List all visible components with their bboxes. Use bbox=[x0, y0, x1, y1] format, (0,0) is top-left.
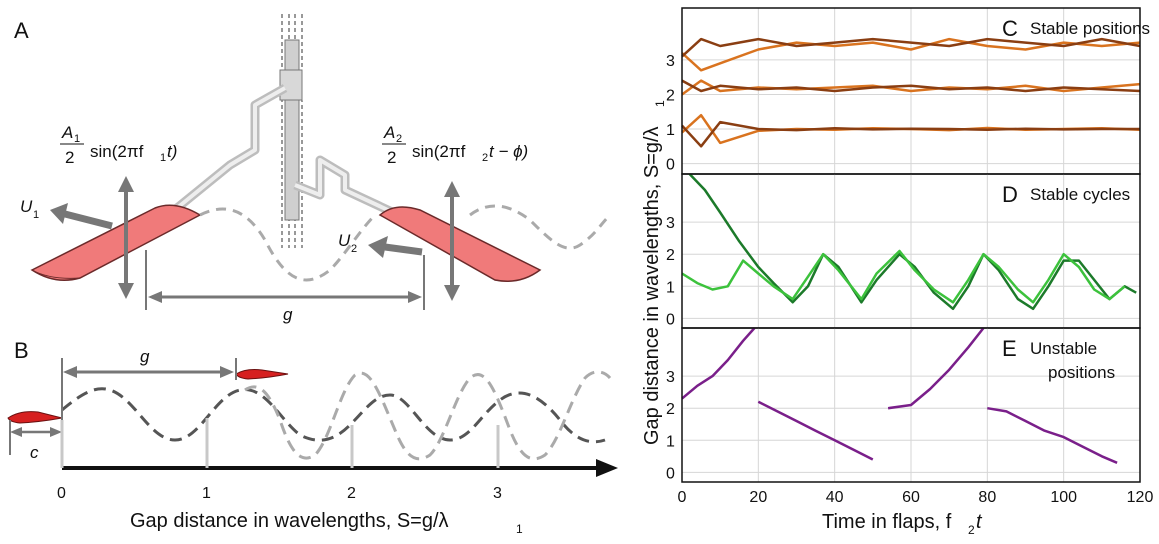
series-line-c-3 bbox=[681, 79, 1141, 93]
shared-ylabel: Gap distance in wavelengths, S=g/λ 1 bbox=[641, 100, 667, 445]
series-line-c-2 bbox=[681, 79, 1141, 96]
series-line-e-3 bbox=[987, 406, 1118, 464]
u1-label-sub: 1 bbox=[33, 209, 39, 221]
right-amp-tail: t − ϕ) bbox=[489, 142, 528, 161]
gap-dimension-a bbox=[145, 250, 425, 310]
x-axis-label: Time in flaps, f bbox=[822, 511, 952, 533]
series-line-e-0 bbox=[681, 327, 756, 400]
y-axis-label: Gap distance in wavelengths, S=g/λ bbox=[641, 126, 663, 445]
panel-title-e-line2: positions bbox=[1048, 363, 1115, 382]
right-amp-num: A bbox=[383, 123, 395, 142]
left-amp-sin-sub: 1 bbox=[160, 152, 166, 164]
u2-label: U bbox=[338, 231, 351, 250]
panel-e-label: E bbox=[1002, 336, 1017, 361]
left-heave-arrow bbox=[118, 176, 134, 299]
wing-b-right bbox=[235, 369, 289, 380]
gap-label-a: g bbox=[283, 305, 293, 324]
x-tick-label: 0 bbox=[678, 489, 687, 506]
gap-label-b: g bbox=[140, 347, 150, 366]
u2-label-sub: 2 bbox=[351, 243, 357, 255]
right-wing bbox=[378, 206, 542, 282]
chord-label: c bbox=[30, 443, 39, 462]
u1-arrow bbox=[50, 203, 113, 230]
y-tick-label: 3 bbox=[666, 53, 675, 70]
x-tick-label: 100 bbox=[1050, 489, 1077, 506]
y-tick-label: 0 bbox=[666, 465, 675, 482]
right-amp-sin-sub: 2 bbox=[482, 152, 488, 164]
wave-tick-3: 3 bbox=[493, 485, 502, 502]
panel-a-schematic: A bbox=[14, 14, 612, 324]
y-tick-label: 1 bbox=[666, 433, 675, 450]
panel-d-label: D bbox=[1002, 182, 1018, 207]
panel-frame-e bbox=[681, 327, 1141, 483]
series-line-e-1 bbox=[757, 400, 874, 461]
y-tick-label: 0 bbox=[666, 311, 675, 328]
y-axis-label-sub: 1 bbox=[653, 100, 667, 107]
time-series-panels: 0 1 2 3 C Stable positions 0 1 2 3 D Stable cycles 0… bbox=[666, 7, 1154, 506]
panel-a-label: A bbox=[14, 18, 29, 43]
series-line-c-5 bbox=[681, 37, 1141, 58]
x-tick-label: 120 bbox=[1127, 489, 1154, 506]
series-line-c-1 bbox=[681, 120, 1140, 148]
wave-axis-posts bbox=[60, 418, 500, 468]
wake-wave-light bbox=[244, 370, 612, 461]
left-amp-sin: sin(2πf bbox=[90, 142, 144, 161]
series-line-d-1 bbox=[681, 249, 1126, 304]
y-tick-label: 1 bbox=[666, 122, 675, 139]
panel-b-diagram: B g c bbox=[7, 338, 618, 536]
y-tick-label: 2 bbox=[666, 87, 675, 104]
wave-axis-label-sub: 1 bbox=[516, 522, 523, 536]
x-axis-label-tail: t bbox=[976, 511, 983, 533]
y-tick-label: 2 bbox=[666, 401, 675, 418]
wave-axis-label: Gap distance in wavelengths, S=g/λ bbox=[130, 510, 449, 532]
wake-wave-a bbox=[199, 207, 377, 282]
right-amp-num-sub: 2 bbox=[396, 133, 402, 145]
wave-tick-0: 0 bbox=[57, 485, 66, 502]
panel-title-e-line1: Unstable bbox=[1030, 339, 1097, 358]
right-amp-den: 2 bbox=[387, 148, 396, 167]
panel-c-label: C bbox=[1002, 16, 1018, 41]
x-tick-label: 60 bbox=[902, 489, 920, 506]
left-amp-den: 2 bbox=[65, 148, 74, 167]
right-heave-arrow bbox=[444, 181, 460, 301]
chord-dimension bbox=[9, 420, 62, 455]
x-tick-label: 20 bbox=[749, 489, 767, 506]
series-line-e-2 bbox=[887, 327, 985, 410]
left-amp-num-sub: 1 bbox=[74, 133, 80, 145]
y-tick-label: 2 bbox=[666, 247, 675, 264]
y-tick-label: 3 bbox=[666, 369, 675, 386]
panel-title-d: Stable cycles bbox=[1030, 185, 1130, 204]
y-tick-label: 0 bbox=[666, 157, 675, 174]
right-amp-sin: sin(2πf bbox=[412, 142, 466, 161]
y-tick-label: 1 bbox=[666, 279, 675, 296]
u2-arrow bbox=[368, 236, 423, 258]
gap-dimension-b bbox=[61, 358, 237, 420]
y-tick-label: 3 bbox=[666, 215, 675, 232]
panel-b-label: B bbox=[14, 338, 29, 363]
x-axis-label-sub: 2 bbox=[968, 523, 975, 537]
u1-label: U bbox=[20, 197, 33, 216]
x-tick-label: 80 bbox=[978, 489, 996, 506]
wave-tick-2: 2 bbox=[347, 485, 356, 502]
panel-title-c: Stable positions bbox=[1030, 19, 1150, 38]
left-amplitude-label: A 1 2 sin(2πf 1 t) bbox=[60, 123, 177, 167]
x-tick-label: 40 bbox=[826, 489, 844, 506]
series-line-c-4 bbox=[681, 37, 1141, 72]
wing-b-left bbox=[7, 411, 63, 424]
right-amplitude-label: A 2 2 sin(2πf 2 t − ϕ) bbox=[382, 123, 528, 167]
left-amp-tail: t) bbox=[167, 142, 177, 161]
left-amp-num: A bbox=[61, 123, 73, 142]
support-rod bbox=[279, 14, 303, 248]
wave-tick-1: 1 bbox=[202, 485, 211, 502]
wave-axis-arrowhead bbox=[596, 459, 618, 477]
wake-wave-dark bbox=[61, 387, 606, 444]
